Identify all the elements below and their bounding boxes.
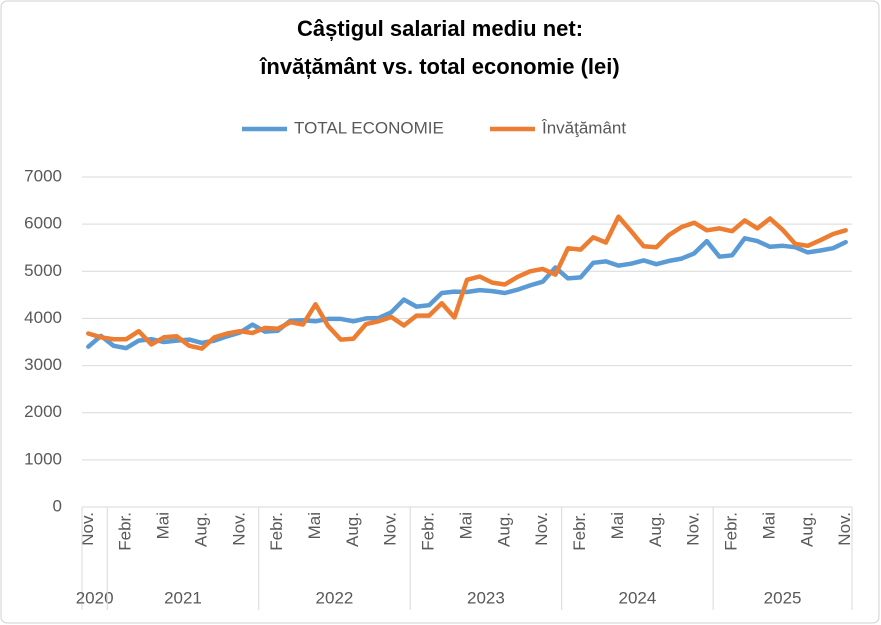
x-tick-label: Mai: [456, 512, 475, 539]
chart-title: învățământ vs. total economie (lei): [259, 54, 619, 79]
legend-label: Învăţământ: [541, 118, 626, 137]
x-group-label: 2020: [76, 588, 114, 607]
series-line: [86, 214, 848, 351]
x-tick-label: Mai: [608, 512, 627, 539]
y-tick-label: 3000: [24, 355, 62, 374]
series-line: [86, 236, 848, 351]
x-tick-label: Aug.: [646, 512, 665, 547]
x-tick-label: Nov.: [78, 512, 97, 546]
x-tick-label: Aug.: [494, 512, 513, 547]
x-tick-label: Aug.: [191, 512, 210, 547]
chart-title: Câștigul salarial mediu net:: [297, 16, 583, 41]
legend-label: TOTAL ECONOMIE: [294, 118, 444, 137]
y-tick-label: 1000: [24, 449, 62, 468]
x-tick-label: Mai: [305, 512, 324, 539]
x-tick-label: Nov.: [835, 512, 854, 546]
x-tick-label: Febr.: [267, 512, 286, 551]
x-tick-label: Febr.: [419, 512, 438, 551]
x-tick-label: Nov.: [684, 512, 703, 546]
y-tick-label: 5000: [24, 261, 62, 280]
x-tick-label: Nov.: [229, 512, 248, 546]
x-group-label: 2024: [618, 588, 656, 607]
x-tick-label: Febr.: [570, 512, 589, 551]
x-tick-label: Mai: [154, 512, 173, 539]
y-tick-label: 7000: [24, 166, 62, 185]
x-tick-label: Aug.: [797, 512, 816, 547]
x-tick-label: Aug.: [343, 512, 362, 547]
y-tick-label: 4000: [24, 308, 62, 327]
x-group-label: 2022: [316, 588, 354, 607]
x-group-label: 2025: [764, 588, 802, 607]
x-tick-label: Nov.: [532, 512, 551, 546]
x-group-label: 2021: [164, 588, 202, 607]
x-group-label: 2023: [467, 588, 505, 607]
y-tick-label: 0: [53, 496, 62, 515]
y-tick-label: 2000: [24, 402, 62, 421]
x-tick-label: Nov.: [381, 512, 400, 546]
x-tick-label: Febr.: [116, 512, 135, 551]
x-tick-label: Febr.: [722, 512, 741, 551]
y-tick-label: 6000: [24, 214, 62, 233]
x-tick-label: Mai: [759, 512, 778, 539]
